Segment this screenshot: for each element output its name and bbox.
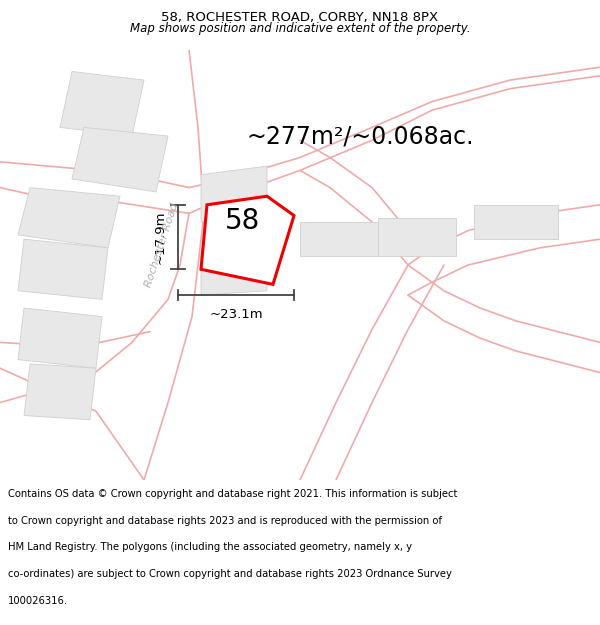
- Polygon shape: [60, 71, 144, 136]
- Polygon shape: [201, 166, 267, 222]
- Text: ~17.9m: ~17.9m: [154, 210, 167, 264]
- Polygon shape: [18, 239, 108, 299]
- Text: co-ordinates) are subject to Crown copyright and database rights 2023 Ordnance S: co-ordinates) are subject to Crown copyr…: [8, 569, 452, 579]
- Text: 100026316.: 100026316.: [8, 596, 68, 606]
- Polygon shape: [18, 188, 120, 248]
- Text: 58, ROCHESTER ROAD, CORBY, NN18 8PX: 58, ROCHESTER ROAD, CORBY, NN18 8PX: [161, 11, 439, 24]
- Text: 58: 58: [225, 207, 260, 235]
- Text: Map shows position and indicative extent of the property.: Map shows position and indicative extent…: [130, 22, 470, 35]
- Polygon shape: [378, 217, 456, 256]
- Text: Contains OS data © Crown copyright and database right 2021. This information is : Contains OS data © Crown copyright and d…: [8, 489, 457, 499]
- Polygon shape: [72, 127, 168, 192]
- Polygon shape: [201, 244, 267, 295]
- Text: ~23.1m: ~23.1m: [209, 308, 263, 321]
- Polygon shape: [24, 364, 96, 420]
- Text: HM Land Registry. The polygons (including the associated geometry, namely x, y: HM Land Registry. The polygons (includin…: [8, 542, 412, 552]
- Text: Rochester Road: Rochester Road: [143, 202, 181, 289]
- Text: to Crown copyright and database rights 2023 and is reproduced with the permissio: to Crown copyright and database rights 2…: [8, 516, 442, 526]
- Text: ~277m²/~0.068ac.: ~277m²/~0.068ac.: [246, 124, 474, 148]
- Polygon shape: [18, 308, 102, 368]
- Polygon shape: [474, 205, 558, 239]
- Polygon shape: [201, 196, 294, 284]
- Polygon shape: [300, 222, 378, 256]
